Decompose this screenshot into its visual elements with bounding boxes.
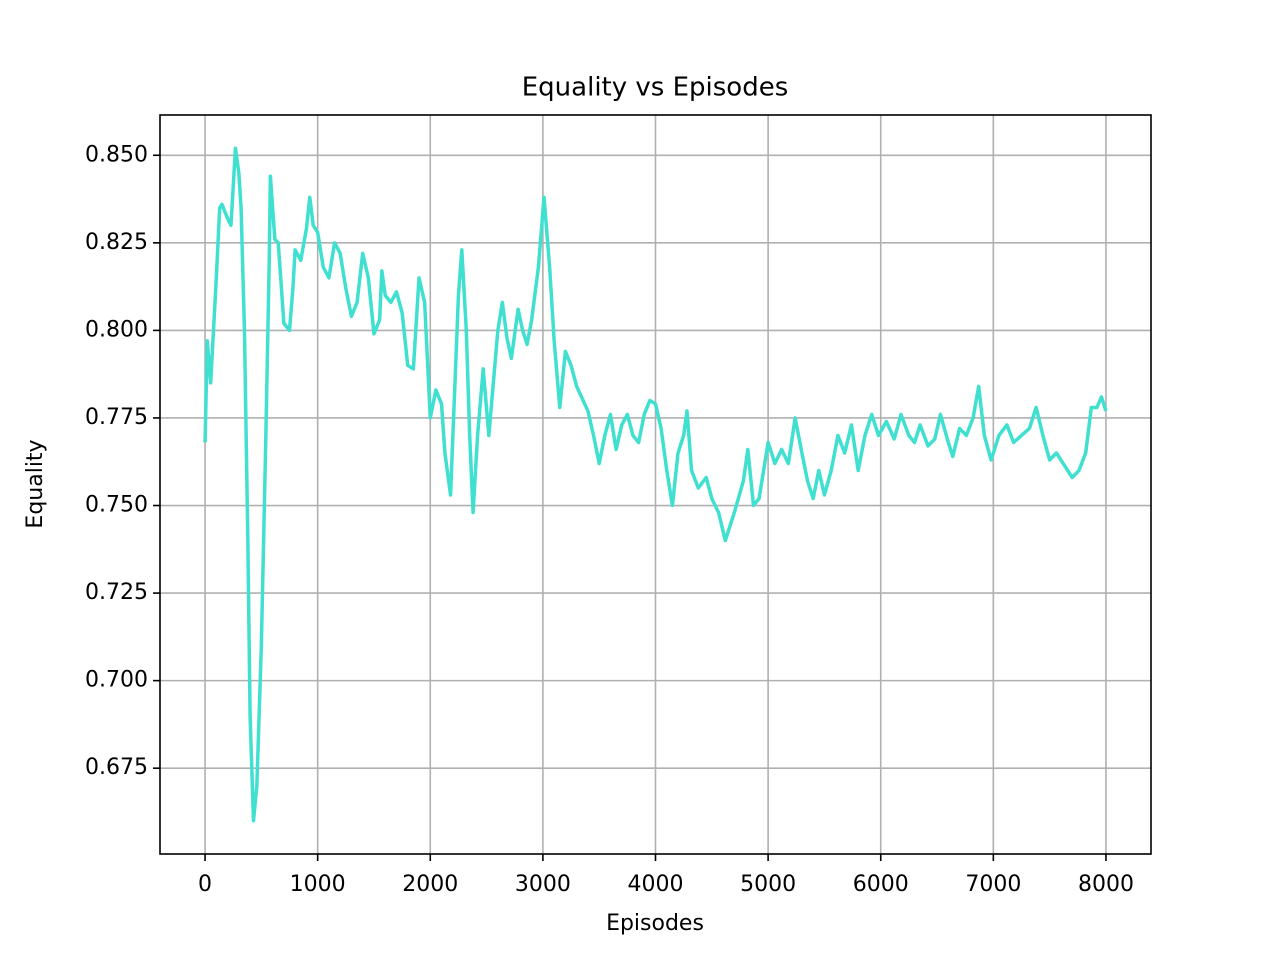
x-tick-label: 1000	[290, 872, 346, 897]
y-tick-label: 0.675	[85, 755, 148, 780]
x-tick-label: 4000	[628, 872, 684, 897]
x-tick-label: 0	[198, 872, 212, 897]
y-tick-label: 0.750	[85, 493, 148, 518]
y-tick-label: 0.825	[85, 230, 148, 255]
x-axis-label: Episodes	[606, 911, 704, 936]
chart-title: Equality vs Episodes	[522, 73, 789, 103]
y-tick-label: 0.800	[85, 317, 148, 342]
y-tick-label: 0.775	[85, 405, 148, 430]
data-line	[203, 146, 1108, 823]
x-tick-label: 2000	[402, 872, 458, 897]
x-tick-label: 8000	[1078, 872, 1134, 897]
y-tick-label: 0.725	[85, 580, 148, 605]
y-tick-label: 0.850	[85, 142, 148, 167]
x-tick-label: 6000	[853, 872, 909, 897]
y-tick-label: 0.700	[85, 668, 148, 693]
x-tick-label: 5000	[740, 872, 796, 897]
y-axis-label: Equality	[23, 439, 48, 528]
plot-frame	[159, 114, 1152, 855]
x-tick-label: 3000	[515, 872, 571, 897]
x-tick-label: 7000	[965, 872, 1021, 897]
